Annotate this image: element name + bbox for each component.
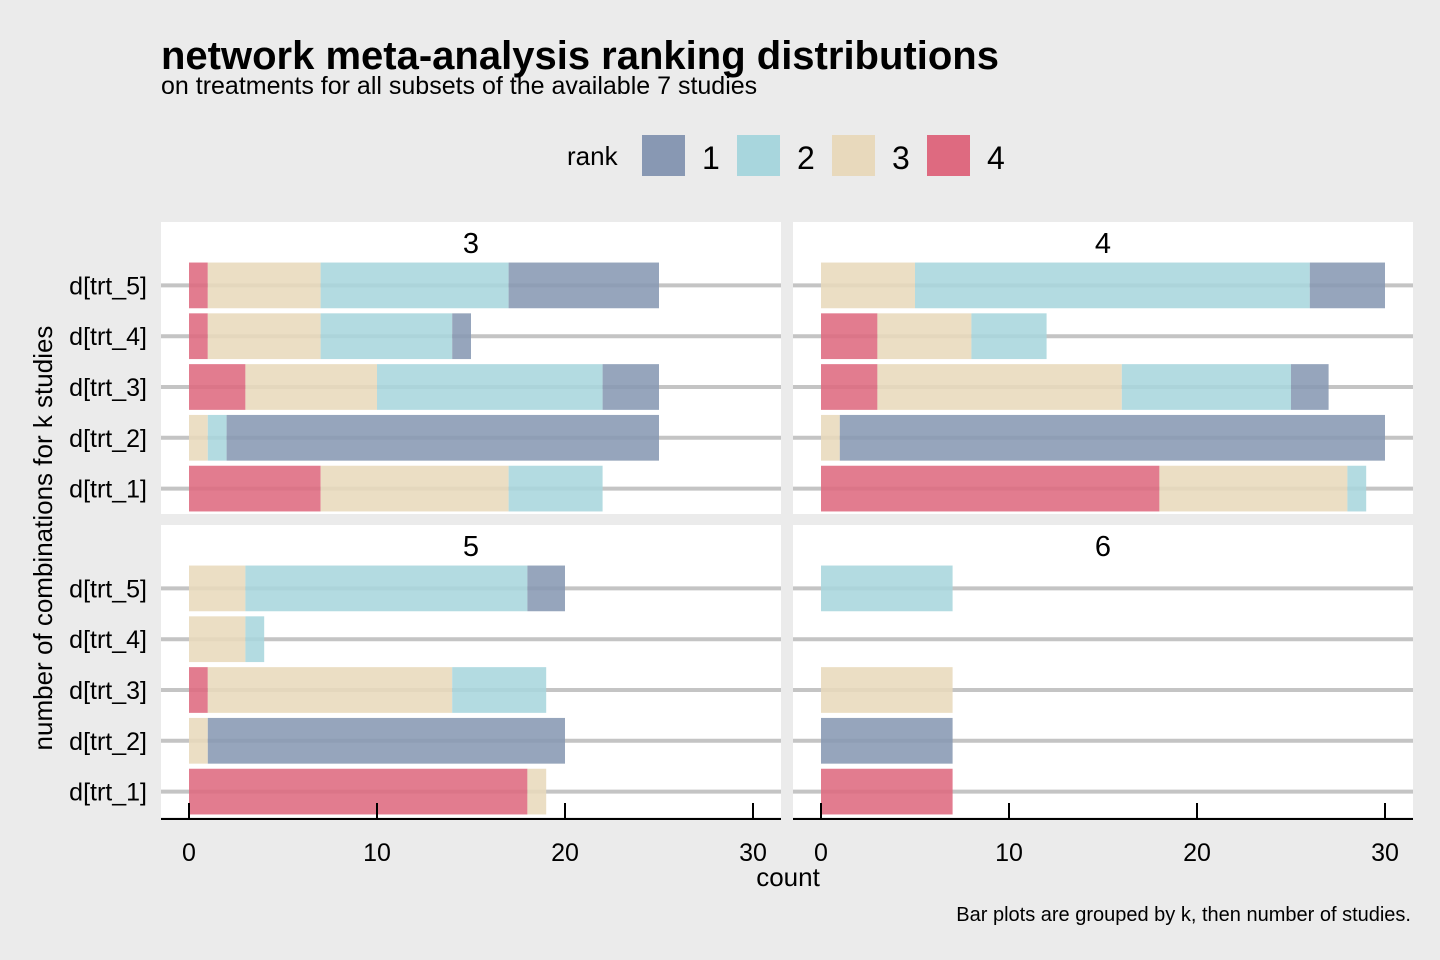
bar-segment-d[trt_1]-rank-2 bbox=[1347, 465, 1367, 512]
legend-label-3: 3 bbox=[892, 140, 910, 176]
bar-segment-d[trt_2]-rank-3 bbox=[821, 414, 840, 461]
bar-segment-d[trt_4]-rank-2 bbox=[245, 616, 265, 663]
x-tick-label: 10 bbox=[363, 839, 391, 867]
legend-label-2: 2 bbox=[797, 140, 815, 176]
chart-caption: Bar plots are grouped by k, then number … bbox=[956, 904, 1411, 926]
chart-subtitle: on treatments for all subsets of the ava… bbox=[161, 72, 757, 100]
y-tick-label: d[trt_4] bbox=[69, 323, 147, 351]
x-tick-label: 30 bbox=[739, 839, 767, 867]
bar-segment-d[trt_2]-rank-1 bbox=[821, 717, 953, 764]
x-tick-label: 20 bbox=[551, 839, 579, 867]
bar-segment-d[trt_3]-rank-4 bbox=[821, 364, 878, 410]
strip-label: 3 bbox=[463, 228, 479, 260]
bar-segment-d[trt_1]-rank-3 bbox=[320, 465, 509, 512]
bar-segment-d[trt_4]-rank-2 bbox=[320, 313, 453, 360]
bar-segment-d[trt_5]-rank-2 bbox=[821, 565, 953, 612]
bar-segment-d[trt_5]-rank-3 bbox=[207, 262, 321, 309]
bar-segment-d[trt_3]-rank-4 bbox=[189, 364, 246, 410]
y-tick-label: d[trt_3] bbox=[69, 374, 147, 402]
facet-panel-5: 5 d[trt_5] d[trt_4] d[trt_3] d[trt_2] d[trt_1… bbox=[69, 525, 781, 867]
bar-segment-d[trt_1]-rank-4 bbox=[189, 465, 321, 512]
bar-segment-d[trt_2]-rank-1 bbox=[207, 717, 566, 764]
x-tick-label: 10 bbox=[995, 839, 1023, 867]
bar-segment-d[trt_2]-rank-3 bbox=[189, 717, 208, 764]
bar-segment-d[trt_3]-rank-4 bbox=[189, 667, 208, 713]
x-tick-label: 0 bbox=[814, 839, 828, 867]
x-tick-label: 30 bbox=[1371, 839, 1399, 867]
bar-segment-d[trt_5]-rank-1 bbox=[527, 565, 565, 612]
y-tick-label: d[trt_2] bbox=[69, 728, 147, 756]
bar-segment-d[trt_5]-rank-2 bbox=[245, 565, 528, 612]
bar-segment-d[trt_1]-rank-3 bbox=[1159, 465, 1348, 512]
bar-segment-d[trt_4]-rank-4 bbox=[189, 313, 208, 360]
bar-segment-d[trt_3]-rank-2 bbox=[1121, 364, 1291, 410]
facet-panels: 3 d[trt_5] d[trt_4] d[trt_3] d[trt_2] d[trt_1… bbox=[69, 222, 1413, 867]
bar-segment-d[trt_2]-rank-2 bbox=[207, 414, 227, 461]
strip-label: 5 bbox=[463, 531, 479, 563]
bar-segment-d[trt_4]-rank-3 bbox=[207, 313, 321, 360]
bar-segment-d[trt_5]-rank-1 bbox=[508, 262, 659, 309]
bar-segment-d[trt_4]-rank-1 bbox=[452, 313, 471, 360]
y-tick-label: d[trt_5] bbox=[69, 272, 147, 300]
y-tick-label: d[trt_3] bbox=[69, 677, 147, 705]
bar-segment-d[trt_3]-rank-3 bbox=[877, 364, 1122, 410]
bar-segment-d[trt_4]-rank-3 bbox=[877, 313, 972, 360]
legend-label-1: 1 bbox=[702, 140, 720, 176]
y-tick-label: d[trt_5] bbox=[69, 575, 147, 603]
bar-segment-d[trt_3]-rank-3 bbox=[207, 667, 453, 713]
bar-segment-d[trt_5]-rank-2 bbox=[915, 262, 1310, 309]
x-axis-title: count bbox=[756, 862, 820, 892]
legend: rank 1 2 3 4 bbox=[567, 135, 1005, 176]
bar-segment-d[trt_3]-rank-1 bbox=[602, 364, 659, 410]
bar-segment-d[trt_5]-rank-1 bbox=[1309, 262, 1385, 309]
legend-key-4 bbox=[927, 135, 970, 176]
x-tick-label: 0 bbox=[182, 839, 196, 867]
facet-panel-4: 4 bbox=[793, 222, 1413, 514]
bar-segment-d[trt_1]-rank-2 bbox=[508, 465, 603, 512]
bar-segment-d[trt_1]-rank-4 bbox=[189, 768, 528, 815]
facet-panel-3: 3 d[trt_5] d[trt_4] d[trt_3] d[trt_2] d[trt_1… bbox=[69, 222, 781, 514]
bar-segment-d[trt_1]-rank-4 bbox=[821, 768, 953, 815]
bar-segment-d[trt_5]-rank-2 bbox=[320, 262, 509, 309]
legend-label-4: 4 bbox=[987, 140, 1005, 176]
bar-segment-d[trt_3]-rank-3 bbox=[821, 667, 953, 713]
bar-segment-d[trt_2]-rank-1 bbox=[226, 414, 659, 461]
bar-segment-d[trt_1]-rank-3 bbox=[527, 768, 547, 815]
bar-segment-d[trt_3]-rank-1 bbox=[1291, 364, 1329, 410]
legend-title: rank bbox=[567, 141, 619, 171]
bar-segment-d[trt_5]-rank-3 bbox=[189, 565, 246, 612]
y-tick-label: d[trt_4] bbox=[69, 626, 147, 654]
bar-segment-d[trt_2]-rank-1 bbox=[839, 414, 1385, 461]
bar-segment-d[trt_4]-rank-4 bbox=[821, 313, 878, 360]
bar-segment-d[trt_4]-rank-3 bbox=[189, 616, 246, 663]
legend-key-1 bbox=[642, 135, 685, 176]
legend-key-2 bbox=[737, 135, 780, 176]
y-tick-label: d[trt_1] bbox=[69, 476, 147, 504]
y-axis-title: number of combinations for k studies bbox=[28, 326, 58, 751]
y-tick-label: d[trt_1] bbox=[69, 779, 147, 807]
facet-panel-6: 6 0 10 20 30 bbox=[793, 525, 1413, 867]
x-tick-label: 20 bbox=[1183, 839, 1211, 867]
bar-segment-d[trt_4]-rank-2 bbox=[971, 313, 1047, 360]
strip-label: 6 bbox=[1095, 531, 1111, 563]
strip-label: 4 bbox=[1095, 228, 1111, 260]
y-tick-label: d[trt_2] bbox=[69, 425, 147, 453]
legend-key-3 bbox=[832, 135, 875, 176]
bar-segment-d[trt_3]-rank-2 bbox=[452, 667, 547, 713]
bar-segment-d[trt_1]-rank-4 bbox=[821, 465, 1160, 512]
bar-segment-d[trt_2]-rank-3 bbox=[189, 414, 208, 461]
chart-title: network meta-analysis ranking distributi… bbox=[161, 34, 999, 78]
bar-segment-d[trt_5]-rank-3 bbox=[821, 262, 915, 309]
bar-segment-d[trt_3]-rank-2 bbox=[377, 364, 603, 410]
bar-segment-d[trt_5]-rank-4 bbox=[189, 262, 208, 309]
bar-segment-d[trt_3]-rank-3 bbox=[245, 364, 377, 410]
